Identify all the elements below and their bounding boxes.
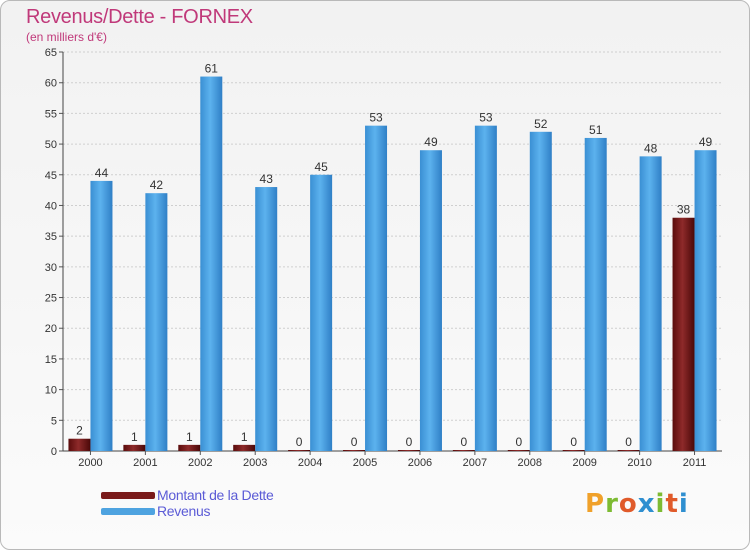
x-tick-label: 2001 (133, 457, 157, 469)
y-tick-label: 10 (45, 385, 57, 397)
data-label: 0 (296, 435, 303, 449)
data-label: 0 (461, 435, 468, 449)
x-tick-label: 2009 (572, 457, 596, 469)
legend: Montant de la Dette Revenus (101, 487, 274, 519)
revenue-bar (200, 76, 223, 452)
y-tick-label: 60 (45, 78, 57, 90)
x-tick-label: 2011 (683, 457, 707, 469)
logo-letter: t (665, 489, 679, 519)
data-label: 2 (76, 424, 83, 438)
data-label: 43 (260, 172, 274, 186)
y-tick-label: 30 (45, 262, 57, 274)
data-label: 48 (644, 141, 658, 155)
debt-bar (507, 450, 530, 451)
revenue-bar (419, 150, 442, 451)
data-label: 53 (479, 111, 493, 125)
debt-bar (178, 444, 201, 451)
revenue-bar (474, 125, 497, 452)
x-tick-label: 2004 (298, 457, 322, 469)
x-tick-label: 2003 (243, 457, 267, 469)
y-tick-label: 0 (51, 446, 57, 458)
data-label: 61 (205, 62, 219, 76)
x-tick-label: 2007 (463, 457, 487, 469)
revenue-bar (90, 180, 113, 451)
debt-bar (343, 450, 366, 451)
data-label: 44 (95, 166, 109, 180)
data-label: 52 (534, 117, 548, 131)
y-tick-label: 45 (45, 170, 57, 182)
revenue-bar (529, 131, 552, 452)
legend-item-revenus: Revenus (101, 503, 274, 519)
revenue-bar (310, 174, 333, 451)
y-tick-label: 55 (45, 108, 57, 120)
y-tick-label: 65 (45, 47, 57, 59)
debt-bar (68, 438, 91, 451)
x-tick-label: 2006 (408, 457, 432, 469)
legend-label-revenus: Revenus (157, 503, 211, 519)
data-label: 1 (131, 430, 138, 444)
legend-swatch-revenus (101, 507, 155, 515)
x-tick-label: 2008 (518, 457, 542, 469)
revenue-bar (255, 187, 278, 452)
data-label: 0 (515, 435, 522, 449)
data-label: 0 (625, 435, 632, 449)
data-label: 49 (699, 135, 713, 149)
y-tick-label: 40 (45, 200, 57, 212)
debt-bar (672, 217, 695, 451)
data-label: 0 (570, 435, 577, 449)
revenue-bar (694, 150, 717, 451)
logo-letter: i (655, 489, 666, 519)
revenue-bar (584, 137, 607, 451)
chart-subtitle: (en milliers d'€) (26, 30, 107, 44)
debt-bar (233, 444, 256, 451)
chart-title: Revenus/Dette - FORNEX (26, 6, 253, 28)
data-label: 1 (241, 430, 248, 444)
logo-letter: r (605, 489, 619, 519)
debt-bar (452, 450, 475, 451)
y-tick-label: 50 (45, 139, 57, 151)
debt-bar (288, 450, 311, 451)
data-label: 53 (369, 111, 383, 125)
y-tick-label: 15 (45, 354, 57, 366)
x-tick-label: 2010 (627, 457, 651, 469)
data-label: 42 (150, 178, 164, 192)
data-label: 0 (406, 435, 413, 449)
data-label: 1 (186, 430, 193, 444)
logo-letter: o (618, 489, 638, 519)
revenue-bar (365, 125, 388, 452)
legend-item-dette: Montant de la Dette (101, 487, 274, 503)
y-tick-label: 20 (45, 323, 57, 335)
logo-letter: i (678, 489, 689, 519)
y-tick-label: 35 (45, 231, 57, 243)
legend-swatch-dette (101, 491, 155, 499)
data-label: 51 (589, 123, 603, 137)
debt-bar (123, 444, 146, 451)
debt-bar (397, 450, 420, 451)
data-label: 0 (351, 435, 358, 449)
x-tick-label: 2000 (78, 457, 102, 469)
debt-bar (562, 450, 585, 451)
revenue-bar (145, 193, 168, 451)
x-tick-label: 2002 (188, 457, 212, 469)
debt-bar (617, 450, 640, 451)
logo-letter: P (585, 489, 606, 519)
y-tick-label: 5 (51, 415, 57, 427)
data-label: 38 (677, 203, 691, 217)
data-label: 49 (424, 135, 438, 149)
y-tick-label: 25 (45, 293, 57, 305)
proxiti-logo: Proxiti (585, 489, 689, 519)
legend-label-dette: Montant de la Dette (157, 487, 274, 503)
x-tick-label: 2005 (353, 457, 377, 469)
logo-letter: x (637, 489, 656, 519)
revenue-bar (639, 156, 662, 451)
data-label: 45 (314, 160, 328, 174)
